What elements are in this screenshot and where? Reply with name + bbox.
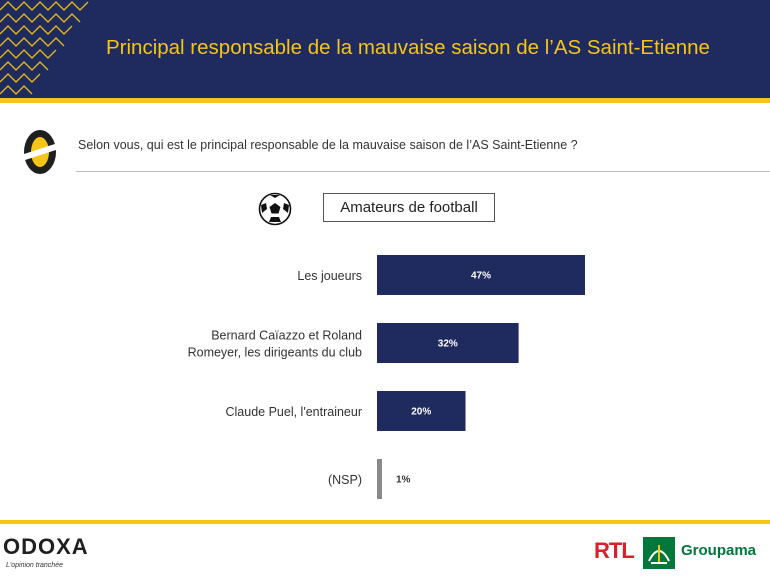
bar-1 xyxy=(377,323,519,363)
segment-label: Amateurs de football xyxy=(323,193,495,222)
odoxa-logo: ODOXA xyxy=(3,534,89,559)
odoxa-tagline: L'opinion tranchée xyxy=(6,562,63,569)
header-banner: Principal responsable de la mauvaise sai… xyxy=(0,0,770,98)
groupama-emblem-icon xyxy=(643,537,675,569)
category-label-0: Les joueurs xyxy=(297,269,362,283)
category-label-1-line-1: Romeyer, les dirigeants du club xyxy=(188,346,362,360)
footer-divider xyxy=(0,520,770,524)
header-pattern xyxy=(0,1,89,95)
category-label-1-line-0: Bernard Caïazzo et Roland xyxy=(211,329,362,343)
question-text: Selon vous, qui est le principal respons… xyxy=(78,138,578,152)
category-label-3: (NSP) xyxy=(328,473,362,487)
odoxa-emblem-icon xyxy=(19,130,61,174)
soccer-ball-icon xyxy=(258,192,292,226)
bar-value-label-1: 32% xyxy=(438,339,458,350)
header-divider xyxy=(0,98,770,103)
bar-2 xyxy=(377,391,466,431)
page-title: Principal responsable de la mauvaise sai… xyxy=(106,36,710,59)
bar-value-label-2: 20% xyxy=(411,407,431,418)
rtl-logo: RTL xyxy=(594,538,635,563)
bar-value-label-0: 47% xyxy=(471,271,491,282)
question-divider xyxy=(76,171,770,172)
bar-value-label-3: 1% xyxy=(396,475,411,486)
bar-3 xyxy=(377,459,382,499)
bar-chart: 47% Les joueurs 32% Bernard Caïazzo et Rola… xyxy=(188,255,585,499)
category-label-2: Claude Puel, l'entraineur xyxy=(226,405,363,419)
bar-0 xyxy=(377,255,585,295)
groupama-logo: Groupama xyxy=(681,542,757,559)
